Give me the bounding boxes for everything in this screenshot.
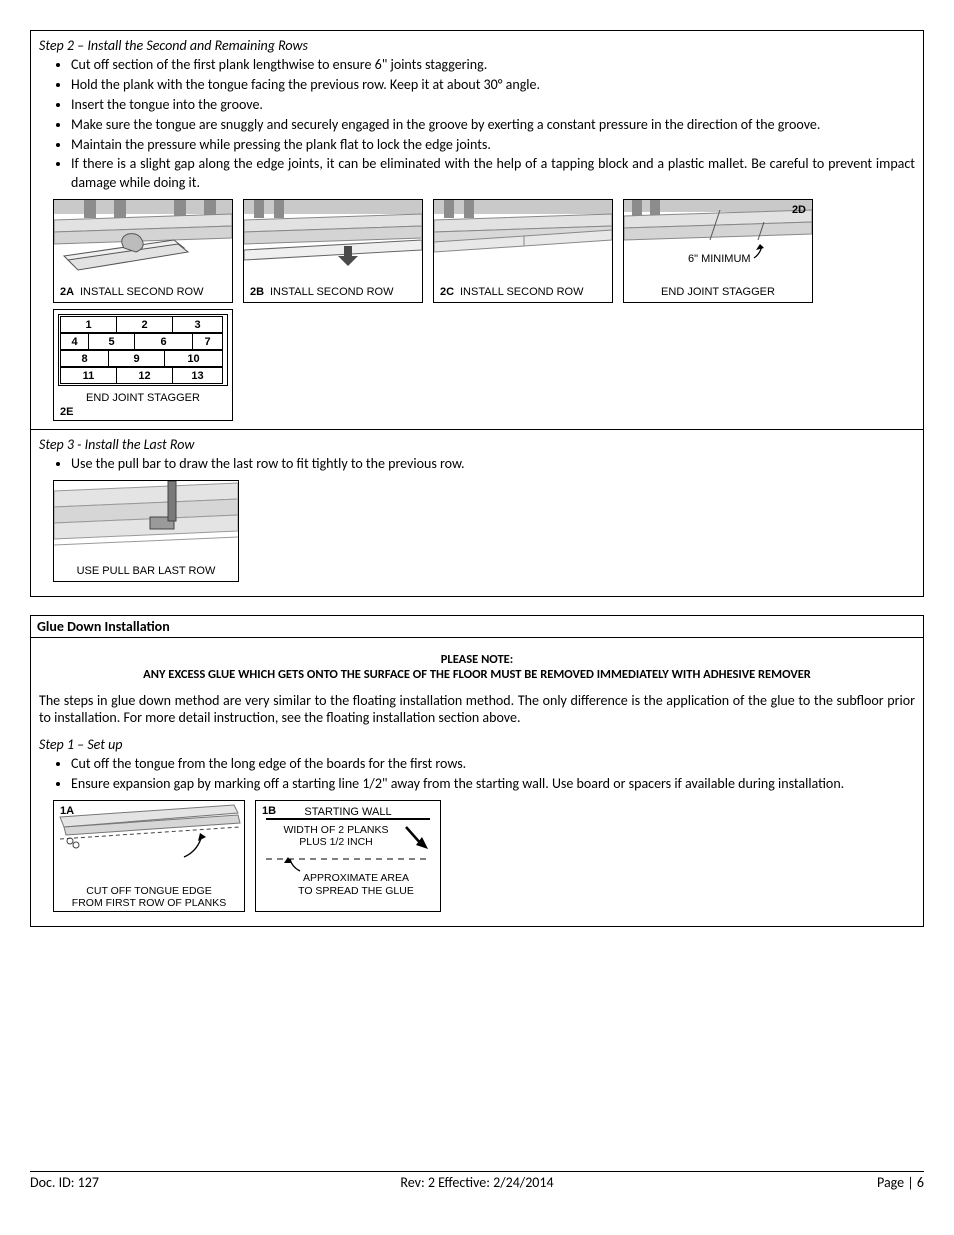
step3-bullets: Use the pull bar to draw the last row to… — [39, 455, 915, 474]
fig2d-note: 6" MINIMUM — [688, 253, 751, 265]
figure-2a: 2A INSTALL SECOND ROW — [53, 199, 233, 303]
note-body: ANY EXCESS GLUE WHICH GETS ONTO THE SURF… — [39, 667, 915, 682]
step2-bullet: Cut off section of the first plank lengt… — [71, 56, 915, 75]
glue-step1-title: Step 1 – Set up — [39, 736, 915, 753]
fig-caption: USE PULL BAR LAST ROW — [54, 565, 238, 577]
step2-title: Step 2 – Install the Second and Remainin… — [39, 37, 915, 54]
step2-bullet: Insert the tongue into the groove. — [71, 96, 915, 115]
fig-caption: FROM FIRST ROW OF PLANKS — [54, 897, 244, 909]
fig1b-line: TO SPREAD THE GLUE — [298, 885, 414, 897]
fig-label: 2A — [60, 286, 74, 298]
fig1b-title: STARTING WALL — [304, 806, 391, 818]
figure-2d: 6" MINIMUM 2D END JOINT STAGGER — [623, 199, 813, 303]
step2-bullet: Maintain the pressure while pressing the… — [71, 136, 915, 155]
glue-section: Glue Down Installation PLEASE NOTE: ANY … — [30, 615, 924, 927]
step2-figure-row: 2A INSTALL SECOND ROW 2B INSTALL SECO — [53, 199, 915, 303]
fig-caption: CUT OFF TONGUE EDGE — [54, 885, 244, 897]
footer-right: Page | 6 — [877, 1174, 924, 1191]
figure-1a: 1A CUT OFF TONGUE EDGE FROM FIRST ROW OF… — [53, 800, 245, 912]
fig1b-line: APPROXIMATE AREA — [303, 872, 409, 884]
fig-label: 1A — [60, 805, 74, 817]
fig-caption: INSTALL SECOND ROW — [270, 286, 393, 298]
figure-step3: USE PULL BAR LAST ROW — [53, 480, 239, 582]
page-footer: Doc. ID: 127 Rev: 2 Effective: 2/24/2014… — [30, 1171, 924, 1191]
step2-bullet: If there is a slight gap along the edge … — [71, 155, 915, 193]
step3-section: Step 3 - Install the Last Row Use the pu… — [31, 429, 923, 582]
stagger-table: 1 2 3 — [60, 316, 223, 333]
figure-2e: 1 2 3 4 5 6 7 — [53, 309, 233, 421]
fig-label: 2C — [440, 286, 454, 298]
glue-header: Glue Down Installation — [30, 615, 924, 638]
fig-label: 2E — [60, 406, 73, 418]
step2-step3-box: Step 2 – Install the Second and Remainin… — [30, 30, 924, 597]
step3-bullet: Use the pull bar to draw the last row to… — [71, 455, 915, 474]
fig-caption: END JOINT STAGGER — [624, 286, 812, 298]
figure-2b: 2B INSTALL SECOND ROW — [243, 199, 423, 303]
glue-step1-bullet: Ensure expansion gap by marking off a st… — [71, 775, 915, 794]
step3-title: Step 3 - Install the Last Row — [39, 436, 915, 453]
glue-para: The steps in glue down method are very s… — [39, 692, 915, 726]
fig-caption: INSTALL SECOND ROW — [460, 286, 583, 298]
step2-bullet: Hold the plank with the tongue facing th… — [71, 76, 915, 95]
step2-figure-row-2: 1 2 3 4 5 6 7 — [53, 309, 915, 421]
fig1b-line: PLUS 1/2 INCH — [299, 836, 373, 848]
fig-caption: END JOINT STAGGER — [58, 392, 228, 404]
fig1b-line: WIDTH OF 2 PLANKS — [283, 824, 388, 836]
fig-caption: INSTALL SECOND ROW — [80, 286, 203, 298]
figure-1b: STARTING WALL WIDTH OF 2 PLANKS PLUS 1/2… — [255, 800, 441, 912]
step2-bullets: Cut off section of the first plank lengt… — [39, 56, 915, 193]
note-title: PLEASE NOTE: — [39, 652, 915, 667]
footer-mid: Rev: 2 Effective: 2/24/2014 — [30, 1174, 924, 1191]
fig-label: 2D — [792, 204, 806, 216]
fig-label: 2B — [250, 286, 264, 298]
step2-bullet: Make sure the tongue are snuggly and sec… — [71, 116, 915, 135]
glue-step1-bullets: Cut off the tongue from the long edge of… — [39, 755, 915, 794]
fig-label: 1B — [262, 805, 276, 817]
figure-2c: 2C INSTALL SECOND ROW — [433, 199, 613, 303]
glue-step1-bullet: Cut off the tongue from the long edge of… — [71, 755, 915, 774]
